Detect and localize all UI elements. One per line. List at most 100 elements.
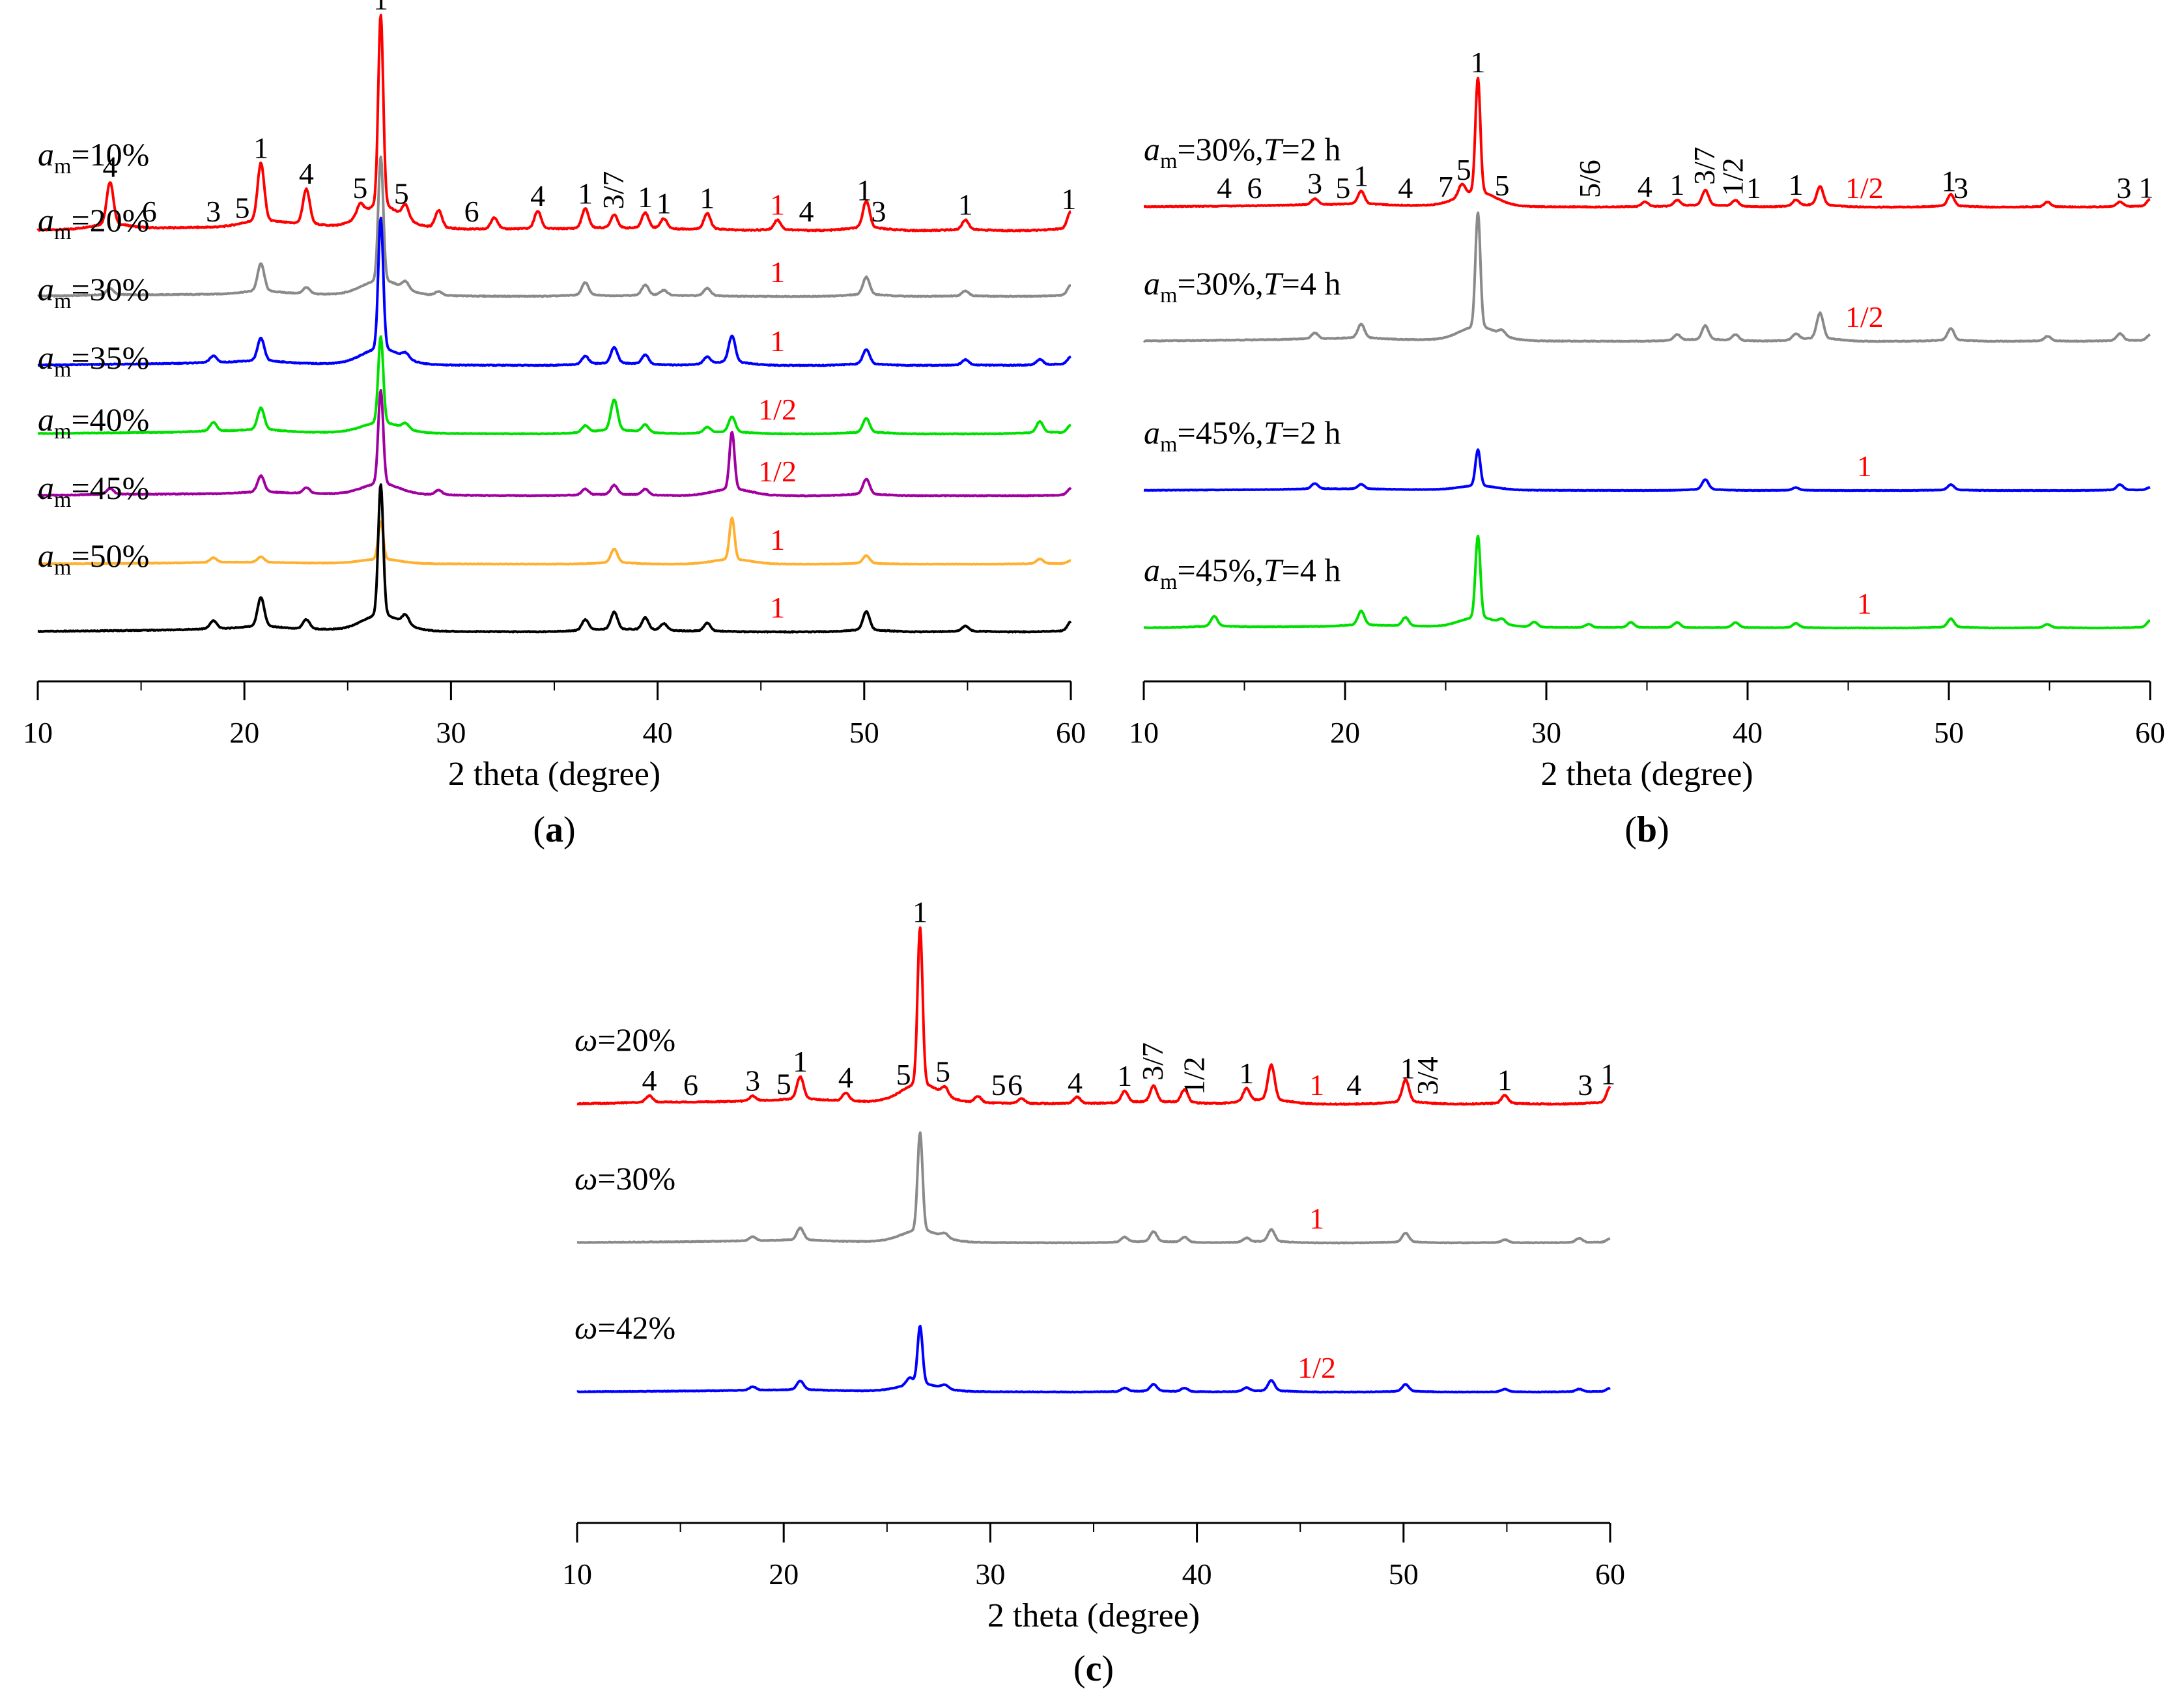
peak-annotation: 4 (1217, 171, 1232, 205)
peak-annotation: 5 (1456, 153, 1471, 186)
peak-annotation: 6 (1008, 1068, 1023, 1102)
peak-annotation: 1 (373, 0, 388, 16)
peak-annotation: 1/2 (1716, 158, 1749, 196)
series-line (576, 926, 1611, 1106)
x-tick-label: 10 (1129, 716, 1159, 749)
peak-annotation: 1/2 (758, 393, 797, 426)
peak-annotation: 4 (1346, 1068, 1361, 1102)
peak-annotation: 1 (1497, 1064, 1512, 1097)
series-line (1143, 448, 2151, 492)
peak-annotation: 5 (394, 177, 409, 210)
series-label: am=30%,T=4 h (1144, 265, 1340, 307)
peak-annotation: 6 (142, 195, 157, 228)
peak-annotation: 1 (958, 188, 973, 221)
x-axis-title: 2 theta (degree) (987, 1597, 1200, 1634)
x-tick-label: 30 (975, 1557, 1005, 1591)
peak-annotation: 3/7 (1688, 147, 1721, 185)
peak-annotation: 1 (770, 255, 785, 289)
x-tick-label: 30 (436, 716, 466, 749)
peak-annotation: 1/2 (1845, 300, 1884, 334)
series-line (37, 389, 1072, 498)
x-tick-label: 50 (1934, 716, 1964, 749)
peak-annotation: 3 (745, 1064, 760, 1098)
series-label: ω=30% (574, 1160, 675, 1197)
peak-annotation: 1 (770, 523, 785, 556)
peak-annotation: 1 (700, 182, 715, 215)
series-line (37, 517, 1071, 566)
peak-annotation: 1 (1942, 165, 1957, 198)
peak-annotation: 4 (1398, 171, 1413, 205)
peak-annotation: 4 (1068, 1066, 1083, 1100)
series-line (576, 1131, 1611, 1245)
peak-annotation: 3 (872, 195, 886, 228)
series-line (37, 335, 1071, 436)
panel-caption: (b) (1624, 810, 1669, 850)
peak-annotation: 1/2 (1298, 1351, 1336, 1384)
series-label: ω=20% (574, 1021, 675, 1058)
peak-annotation: 1 (1061, 182, 1076, 216)
peak-annotation: 1 (1309, 1202, 1324, 1235)
series-label: am=30% (38, 271, 149, 313)
x-axis-title: 2 theta (degree) (448, 756, 660, 793)
peak-annotation: 5 (991, 1068, 1006, 1102)
x-tick-label: 40 (643, 716, 673, 749)
peak-annotation: 1 (657, 187, 672, 220)
peak-annotation: 5 (776, 1068, 791, 1101)
x-tick-label: 20 (1330, 716, 1360, 749)
peak-annotation: 1 (770, 324, 785, 358)
peak-annotation: 4 (799, 195, 814, 228)
peak-annotation: 3 (1578, 1068, 1593, 1102)
peak-annotation: 1/2 (1845, 171, 1884, 205)
peak-annotation: 1 (1309, 1068, 1324, 1102)
series-label: am=10% (38, 136, 149, 178)
series-line (37, 483, 1072, 634)
peak-annotation: 1 (1669, 168, 1684, 201)
panel-caption: (a) (533, 810, 575, 850)
peak-annotation: 1 (857, 173, 872, 206)
panel-c: 10 20 30 40 50 60 2 theta (degree) (c) ω=20% ω=30… (562, 896, 1625, 1689)
peak-annotation: 4 (103, 150, 118, 183)
peak-annotation: 4 (530, 179, 545, 212)
x-tick-label: 30 (1531, 716, 1561, 749)
series-label: am=20% (38, 202, 149, 244)
x-tick-label: 20 (769, 1557, 799, 1591)
peak-annotation: 3 (1953, 171, 1968, 205)
peak-annotation: 3 (206, 195, 221, 228)
series-label: am=35% (38, 339, 149, 382)
series-label: am=45%,T=4 h (1144, 552, 1340, 594)
series-line (36, 14, 1071, 233)
x-tick-label: 50 (849, 716, 879, 749)
peak-annotation: 1 (770, 188, 785, 221)
peak-annotation: 1 (1600, 1057, 1615, 1090)
peak-annotation: 1 (1354, 159, 1369, 192)
series-label: ω=42% (574, 1309, 675, 1346)
peak-annotation: 3/7 (597, 171, 630, 210)
series-label: am=30%,T=2 h (1144, 131, 1340, 173)
x-tick-label: 20 (229, 716, 259, 749)
series-line (1143, 76, 2151, 209)
peak-annotation: 4 (299, 157, 314, 190)
x-tick-label: 50 (1389, 1557, 1419, 1591)
x-tick-label: 10 (23, 716, 53, 749)
x-tick-label: 40 (1182, 1557, 1212, 1591)
peak-annotation: 4 (1638, 170, 1652, 203)
series-label: am=45% (38, 470, 149, 512)
peak-annotation: 6 (464, 195, 479, 228)
panel-caption: (c) (1073, 1649, 1114, 1689)
peak-annotation: 1 (1400, 1051, 1415, 1085)
peak-annotation: 6 (1247, 171, 1262, 205)
series-label: am=45%,T=2 h (1144, 414, 1340, 457)
x-tick-label: 60 (2135, 716, 2165, 749)
series-label: am=40% (38, 401, 149, 444)
x-tick-label: 60 (1595, 1557, 1625, 1591)
peak-annotation: 4 (838, 1061, 853, 1094)
peak-annotation: 1/2 (758, 455, 797, 488)
panel-b: 10 20 30 40 50 60 2 theta (degree) (b) am=30%,T=… (1129, 46, 2165, 850)
series-line (1143, 534, 2151, 630)
series-line (37, 155, 1071, 298)
peak-annotation: 1 (913, 896, 928, 929)
series-label: am=50% (38, 537, 149, 580)
peak-annotation: 1 (253, 131, 268, 164)
peak-annotation: 1 (1470, 46, 1485, 79)
